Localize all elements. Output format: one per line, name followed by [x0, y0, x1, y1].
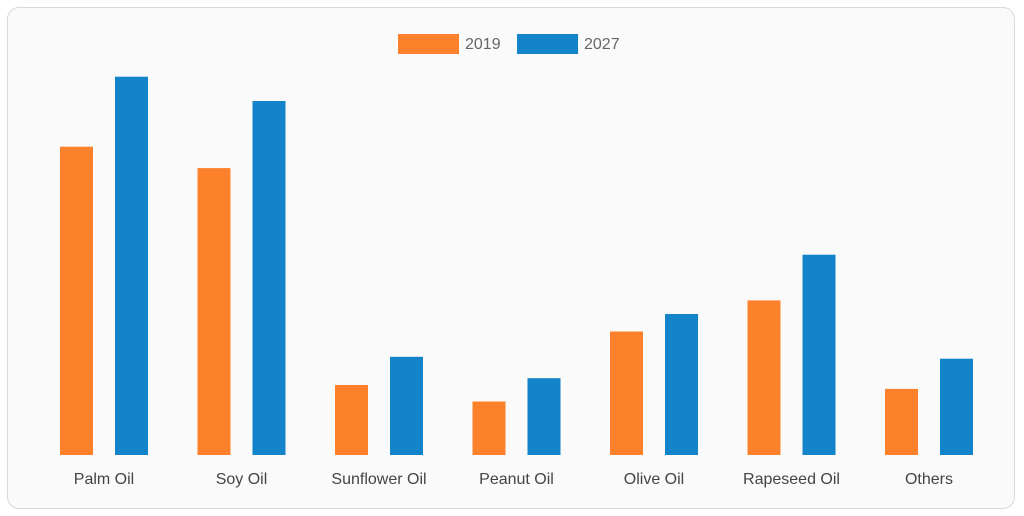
bar-rapeseed-oil-2027[interactable] — [802, 254, 836, 455]
x-tick-label-rapeseed-oil: Rapeseed Oil — [743, 471, 840, 488]
x-tick-label-palm-oil: Palm Oil — [74, 471, 134, 488]
bar-peanut-oil-2027[interactable] — [527, 378, 561, 455]
bar-sunflower-oil-2019[interactable] — [335, 385, 368, 455]
x-tick-label-olive-oil: Olive Oil — [624, 471, 684, 488]
bar-rapeseed-oil-2019[interactable] — [747, 300, 781, 455]
bar-soy-oil-2027[interactable] — [252, 101, 286, 455]
bar-soy-oil-2019[interactable] — [197, 168, 231, 455]
bar-peanut-oil-2019[interactable] — [472, 401, 506, 456]
bar-sunflower-oil-2027[interactable] — [390, 356, 423, 455]
x-tick-label-peanut-oil: Peanut Oil — [479, 471, 554, 488]
bars — [60, 76, 973, 456]
x-axis-tick-labels: Palm Oil Soy Oil Sunflower Oil Peanut Oil Ol… — [74, 471, 953, 488]
bar-olive-oil-2027[interactable] — [665, 314, 698, 455]
x-tick-label-soy-oil: Soy Oil — [216, 471, 268, 488]
bar-olive-oil-2019[interactable] — [610, 331, 643, 456]
legend: 2019 2027 — [398, 34, 620, 54]
legend-swatch-2019[interactable] — [398, 34, 459, 54]
bar-palm-oil-2027[interactable] — [115, 76, 148, 455]
legend-label-2019[interactable]: 2019 — [465, 36, 501, 53]
legend-swatch-2027[interactable] — [517, 34, 578, 54]
bar-others-2019[interactable] — [885, 388, 918, 455]
chart-card — [7, 7, 1015, 509]
bar-others-2027[interactable] — [940, 358, 973, 455]
bar-palm-oil-2019[interactable] — [60, 146, 93, 455]
x-tick-label-others: Others — [905, 471, 953, 488]
x-tick-label-sunflower-oil: Sunflower Oil — [331, 471, 426, 488]
legend-label-2027[interactable]: 2027 — [584, 36, 620, 53]
